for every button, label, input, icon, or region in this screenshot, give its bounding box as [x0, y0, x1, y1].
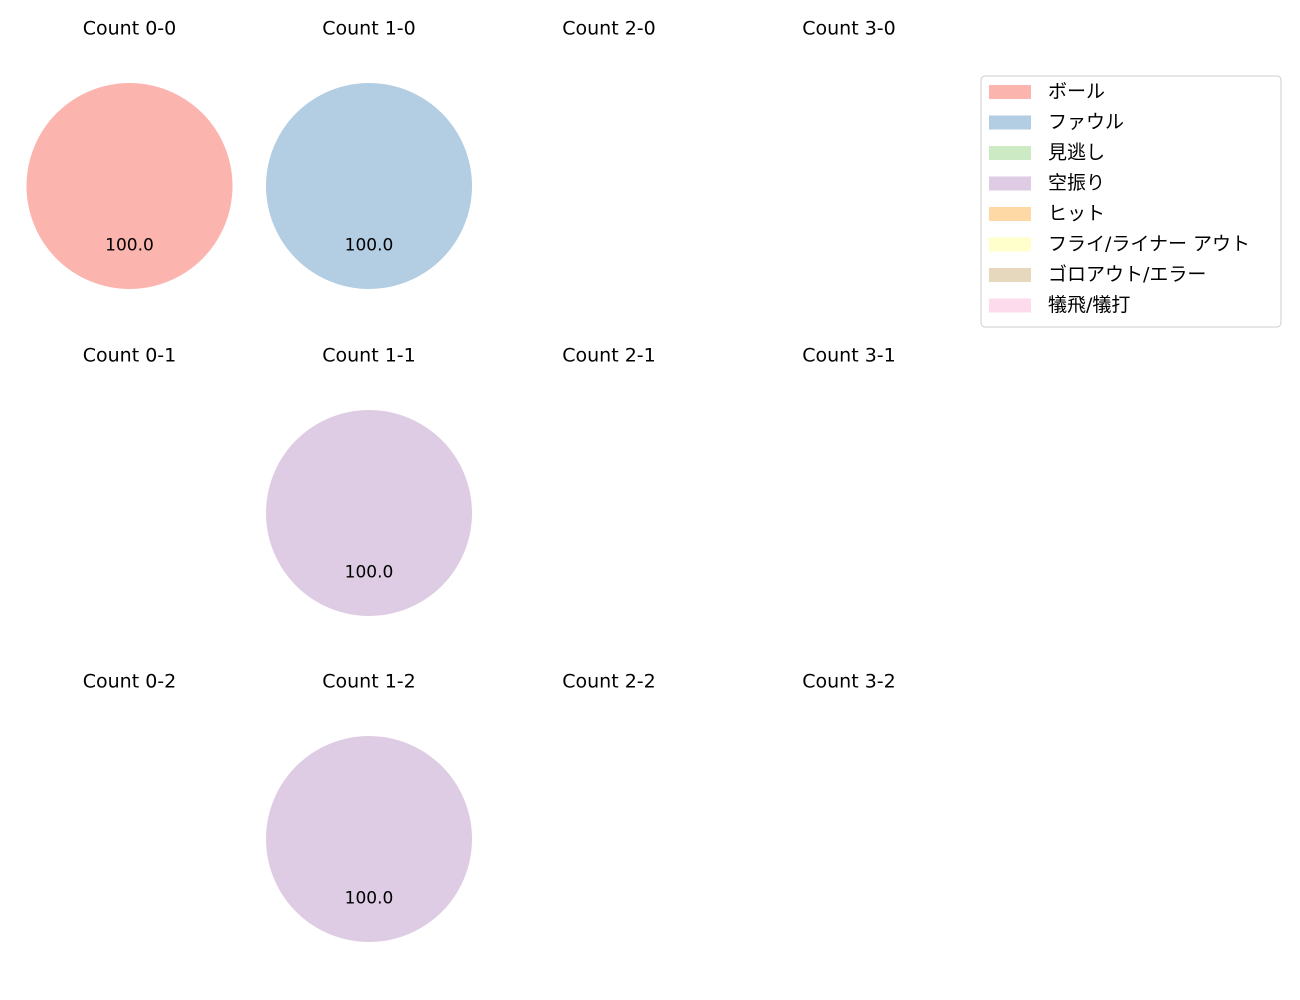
pie-panel: Count 2-1	[562, 345, 656, 367]
legend-label: フライ/ライナー アウト	[1048, 233, 1250, 255]
legend-entry: ゴロアウト/エラー	[989, 264, 1206, 286]
legend-entry: ヒット	[989, 203, 1105, 225]
legend-label: 空振り	[1048, 172, 1105, 194]
legend-entry: フライ/ライナー アウト	[989, 233, 1250, 255]
legend-label: 見逃し	[1048, 142, 1105, 164]
legend-entry: 見逃し	[989, 142, 1105, 164]
legend-swatch	[989, 176, 1031, 191]
pie-panel: Count 0-0 100.0	[26, 18, 233, 289]
slice-data-label: 100.0	[345, 889, 394, 909]
panel-title: Count 3-0	[802, 18, 896, 40]
pie-panel: Count 3-0	[802, 18, 896, 40]
panel-title: Count 2-2	[562, 671, 656, 693]
legend-entry: 犠飛/犠打	[989, 294, 1130, 316]
legend-swatch	[989, 237, 1031, 252]
pie-slice	[266, 736, 472, 942]
legend-swatch	[989, 115, 1031, 130]
pie-panel: Count 3-1	[802, 345, 896, 367]
panel-title: Count 0-1	[83, 345, 177, 367]
panel-title: Count 0-0	[83, 18, 177, 40]
pie-panel: Count 2-0	[562, 18, 656, 40]
pie-slice	[266, 83, 472, 289]
pie-slice	[266, 410, 472, 616]
legend-frame	[980, 75, 1282, 328]
legend-label: ファウル	[1048, 111, 1124, 133]
panel-title: Count 1-1	[322, 345, 416, 367]
panel-title: Count 2-0	[562, 18, 656, 40]
panel-title: Count 1-2	[322, 671, 416, 693]
legend-swatch	[989, 85, 1031, 99]
pie-panel: Count 0-2	[83, 671, 177, 693]
slice-data-label: 100.0	[105, 236, 154, 256]
pie-panel: Count 1-1 100.0	[266, 345, 472, 616]
pie-slice	[26, 83, 233, 289]
legend-entry: 空振り	[989, 172, 1105, 194]
pie-panel: Count 0-1	[83, 345, 177, 367]
panel-title: Count 0-2	[83, 671, 177, 693]
slice-data-label: 100.0	[345, 563, 394, 583]
pie-panel: Count 1-0 100.0	[266, 18, 472, 289]
legend-label: ボール	[1048, 81, 1105, 103]
slice-data-label: 100.0	[345, 236, 394, 256]
legend-entry: ファウル	[989, 111, 1124, 133]
panel-title: Count 3-1	[802, 345, 896, 367]
panel-title: Count 3-2	[802, 671, 896, 693]
legend-swatch	[989, 298, 1031, 313]
pie-panel: Count 3-2	[802, 671, 896, 693]
legend-label: ゴロアウト/エラー	[1048, 264, 1206, 286]
panel-title: Count 2-1	[562, 345, 656, 367]
pie-panels: Count 0-0 100.0 Count 1-0 100.0 Count 2-0 Cou…	[26, 18, 896, 942]
legend-entry: ボール	[989, 81, 1105, 103]
legend-label: ヒット	[1048, 203, 1105, 225]
pie-panel: Count 1-2 100.0	[266, 671, 472, 942]
pie-panel: Count 2-2	[562, 671, 656, 693]
legend-swatch	[989, 207, 1031, 221]
legend-swatch	[989, 146, 1031, 160]
legend-swatch	[989, 268, 1031, 282]
panel-title: Count 1-0	[322, 18, 416, 40]
legend-label: 犠飛/犠打	[1048, 294, 1130, 316]
